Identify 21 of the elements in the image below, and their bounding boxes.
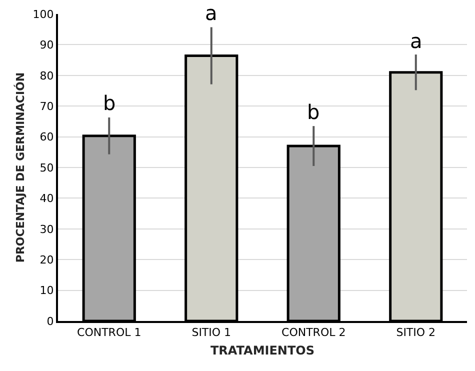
y-tick-label: 0 bbox=[46, 314, 54, 328]
y-tick-label: 40 bbox=[40, 192, 54, 206]
annotation: b bbox=[103, 91, 116, 115]
y-tick-label: 20 bbox=[40, 253, 54, 266]
y-tick-label: 60 bbox=[40, 130, 54, 144]
y-tick-label: 90 bbox=[40, 38, 54, 52]
annotation: a bbox=[410, 29, 422, 53]
x-tick-label: CONTROL 1 bbox=[77, 326, 142, 340]
x-tick-label: SITIO 2 bbox=[396, 326, 436, 340]
y-tick-label: 30 bbox=[40, 222, 54, 236]
x-tick-label: CONTROL 2 bbox=[282, 326, 346, 340]
y-tick-label: 80 bbox=[40, 69, 54, 82]
annotation: a bbox=[205, 1, 218, 25]
y-tick-label: 50 bbox=[40, 161, 54, 174]
annotation: b bbox=[307, 100, 320, 124]
y-tick-label: 100 bbox=[32, 8, 54, 21]
y-tick-label: 70 bbox=[40, 100, 54, 113]
x-tick-label: SITIO 1 bbox=[192, 326, 232, 340]
y-axis-title: PROCENTAJE DE GERMINACIÓN bbox=[12, 72, 27, 263]
y-tick-label: 10 bbox=[40, 284, 54, 298]
x-axis-title: TRATAMIENTOS bbox=[210, 344, 314, 358]
